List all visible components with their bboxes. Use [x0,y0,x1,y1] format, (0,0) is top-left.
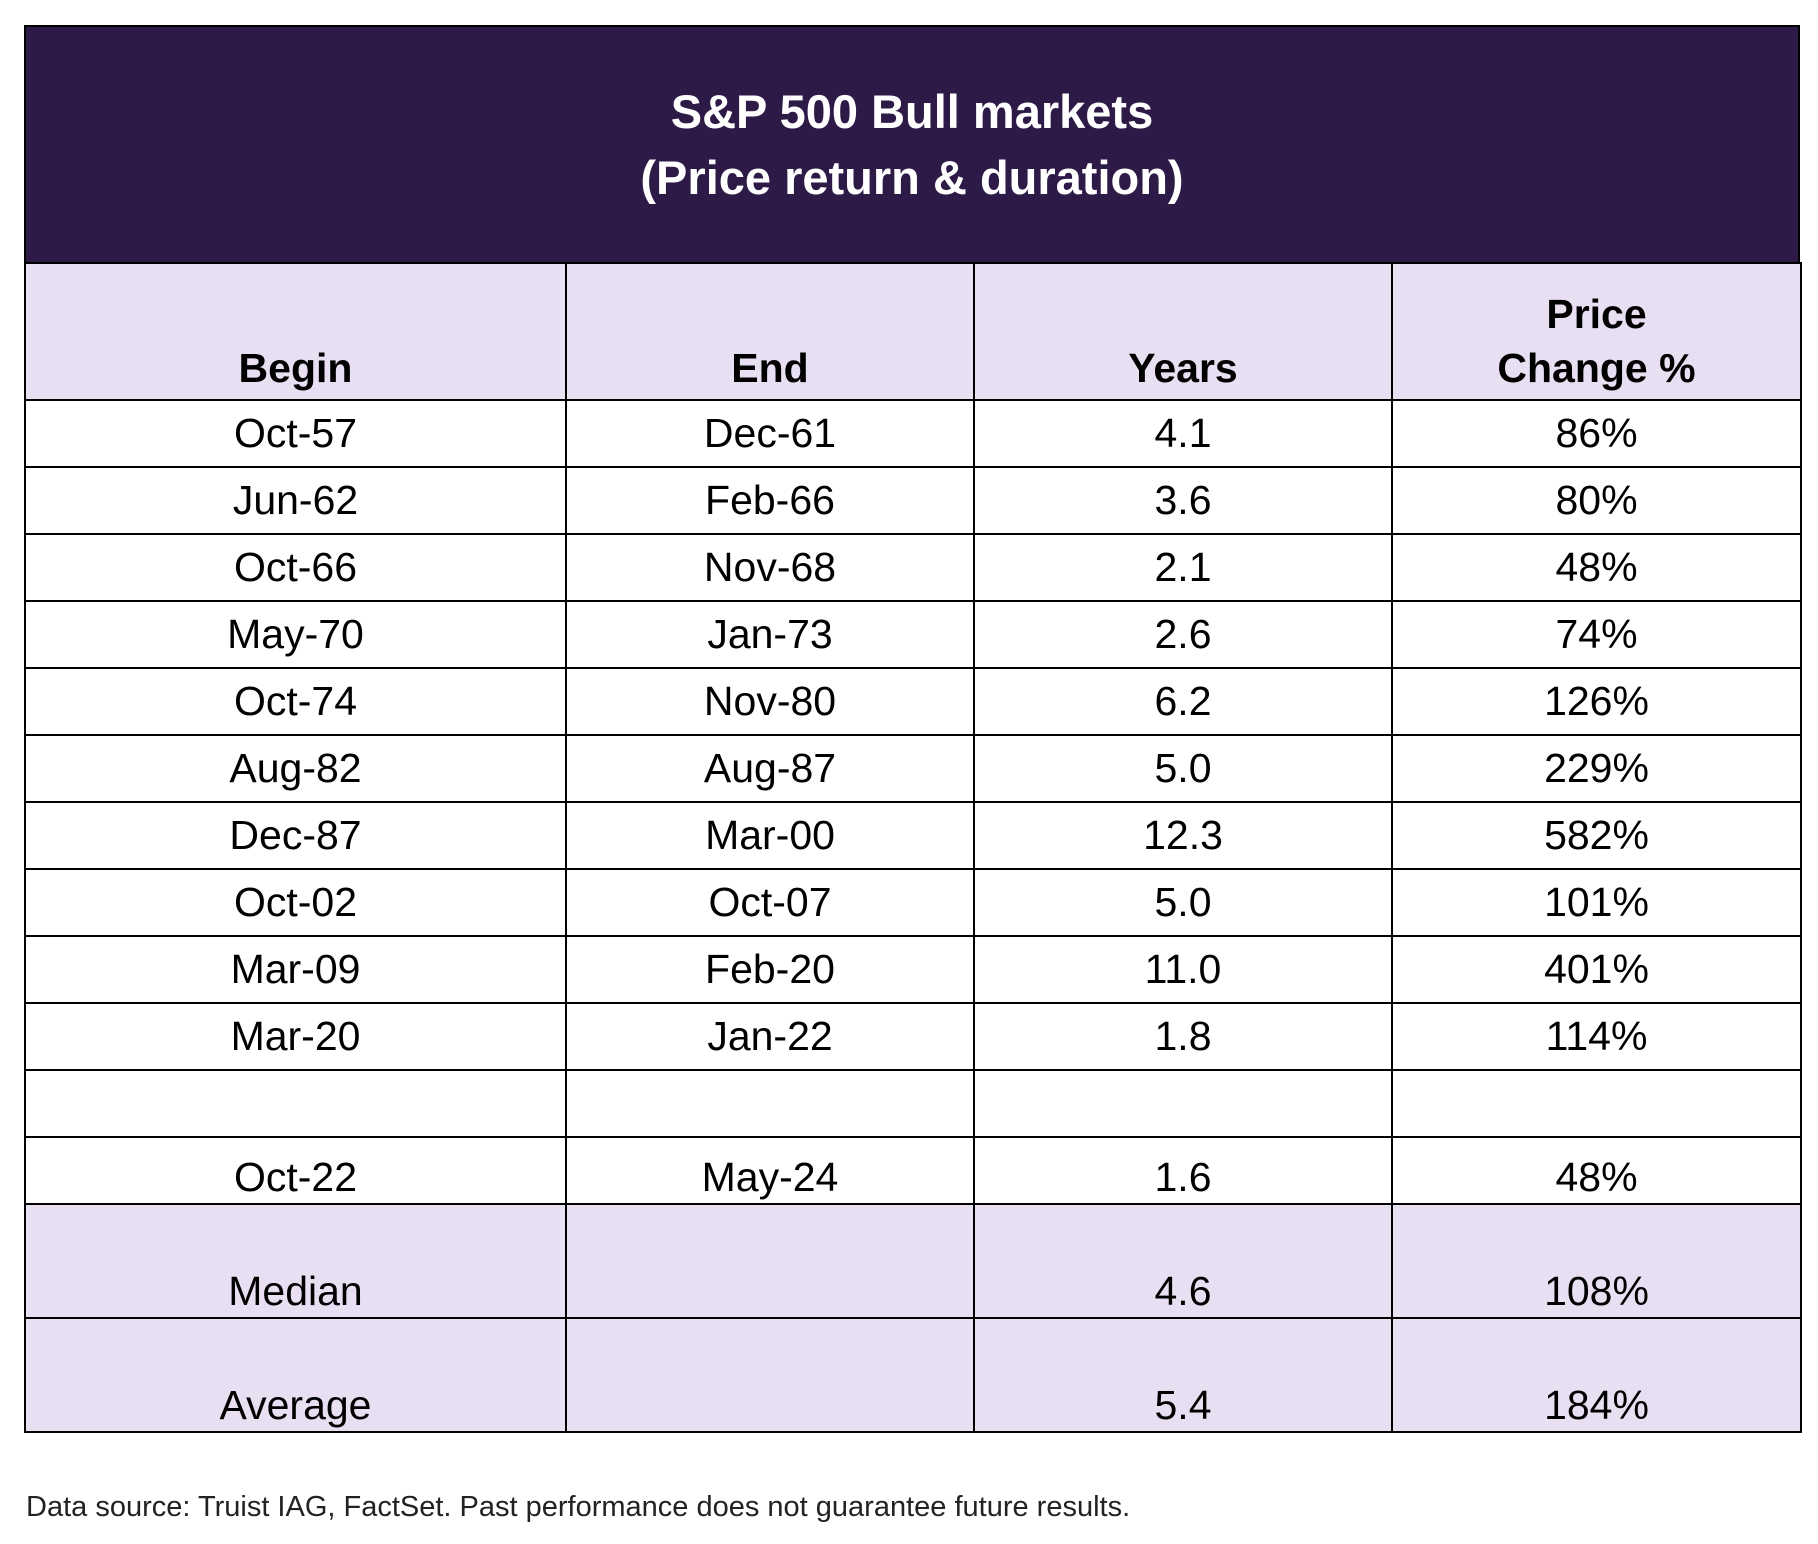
average-end [565,1317,975,1433]
header-price-change: Price Change % [1391,262,1802,401]
cell-years: 3.6 [973,466,1393,535]
cell-years: 2.1 [973,533,1393,602]
table-row: Mar-09 Feb-20 11.0 401% [24,935,1802,1004]
cell-end: Feb-66 [565,466,975,535]
current-begin: Oct-22 [24,1136,567,1205]
cell-change: 80% [1391,466,1802,535]
cell-begin: May-70 [24,600,567,669]
cell-begin: Jun-62 [24,466,567,535]
empty-cell [1391,1069,1802,1138]
cell-end: Dec-61 [565,399,975,468]
table-row: Oct-02 Oct-07 5.0 101% [24,868,1802,937]
empty-row [24,1069,1802,1138]
cell-end: Feb-20 [565,935,975,1004]
cell-change: 48% [1391,533,1802,602]
current-bull-row: Oct-22 May-24 1.6 48% [24,1136,1802,1205]
empty-cell [24,1069,567,1138]
table-row: Aug-82 Aug-87 5.0 229% [24,734,1802,803]
data-source-note: Data source: Truist IAG, FactSet. Past p… [26,1491,1131,1523]
table-row: Jun-62 Feb-66 3.6 80% [24,466,1802,535]
table-body: Oct-57 Dec-61 4.1 86% Jun-62 Feb-66 3.6 … [24,399,1802,1433]
bull-markets-table: Begin End Years Price Change % Oct-57 De… [24,262,1802,1433]
cell-end: Oct-07 [565,868,975,937]
cell-end: Aug-87 [565,734,975,803]
cell-change: 401% [1391,935,1802,1004]
cell-change: 229% [1391,734,1802,803]
cell-begin: Mar-20 [24,1002,567,1071]
current-change: 48% [1391,1136,1802,1205]
cell-years: 12.3 [973,801,1393,870]
empty-cell [973,1069,1393,1138]
cell-end: Nov-80 [565,667,975,736]
header-price-line1: Price [1546,291,1647,337]
cell-years: 2.6 [973,600,1393,669]
header-price-line2: Change % [1497,345,1696,391]
median-end [565,1203,975,1319]
cell-change: 582% [1391,801,1802,870]
header-row: Begin End Years Price Change % [24,262,1802,401]
header-years: Years [973,262,1393,401]
table-title: S&P 500 Bull markets [670,84,1154,138]
table-title-bar: S&P 500 Bull markets (Price return & dur… [24,25,1800,262]
table-row: Mar-20 Jan-22 1.8 114% [24,1002,1802,1071]
cell-begin: Oct-74 [24,667,567,736]
cell-years: 6.2 [973,667,1393,736]
header-end: End [565,262,975,401]
cell-years: 4.1 [973,399,1393,468]
cell-change: 126% [1391,667,1802,736]
average-label: Average [24,1317,567,1433]
cell-end: Nov-68 [565,533,975,602]
cell-begin: Mar-09 [24,935,567,1004]
cell-change: 86% [1391,399,1802,468]
current-end: May-24 [565,1136,975,1205]
cell-change: 114% [1391,1002,1802,1071]
header-begin: Begin [24,262,567,401]
average-row: Average 5.4 184% [24,1317,1802,1433]
cell-years: 5.0 [973,868,1393,937]
median-label: Median [24,1203,567,1319]
table-row: May-70 Jan-73 2.6 74% [24,600,1802,669]
current-years: 1.6 [973,1136,1393,1205]
table-row: Oct-57 Dec-61 4.1 86% [24,399,1802,468]
cell-begin: Dec-87 [24,801,567,870]
cell-years: 11.0 [973,935,1393,1004]
cell-end: Jan-22 [565,1002,975,1071]
cell-begin: Oct-66 [24,533,567,602]
median-change: 108% [1391,1203,1802,1319]
average-years: 5.4 [973,1317,1393,1433]
cell-years: 5.0 [973,734,1393,803]
cell-change: 74% [1391,600,1802,669]
cell-begin: Oct-57 [24,399,567,468]
table-row: Oct-66 Nov-68 2.1 48% [24,533,1802,602]
table-subtitle: (Price return & duration) [640,150,1184,204]
median-row: Median 4.6 108% [24,1203,1802,1319]
table-row: Oct-74 Nov-80 6.2 126% [24,667,1802,736]
table-row: Dec-87 Mar-00 12.3 582% [24,801,1802,870]
cell-end: Mar-00 [565,801,975,870]
empty-cell [565,1069,975,1138]
median-years: 4.6 [973,1203,1393,1319]
cell-begin: Aug-82 [24,734,567,803]
cell-years: 1.8 [973,1002,1393,1071]
cell-end: Jan-73 [565,600,975,669]
cell-change: 101% [1391,868,1802,937]
average-change: 184% [1391,1317,1802,1433]
cell-begin: Oct-02 [24,868,567,937]
